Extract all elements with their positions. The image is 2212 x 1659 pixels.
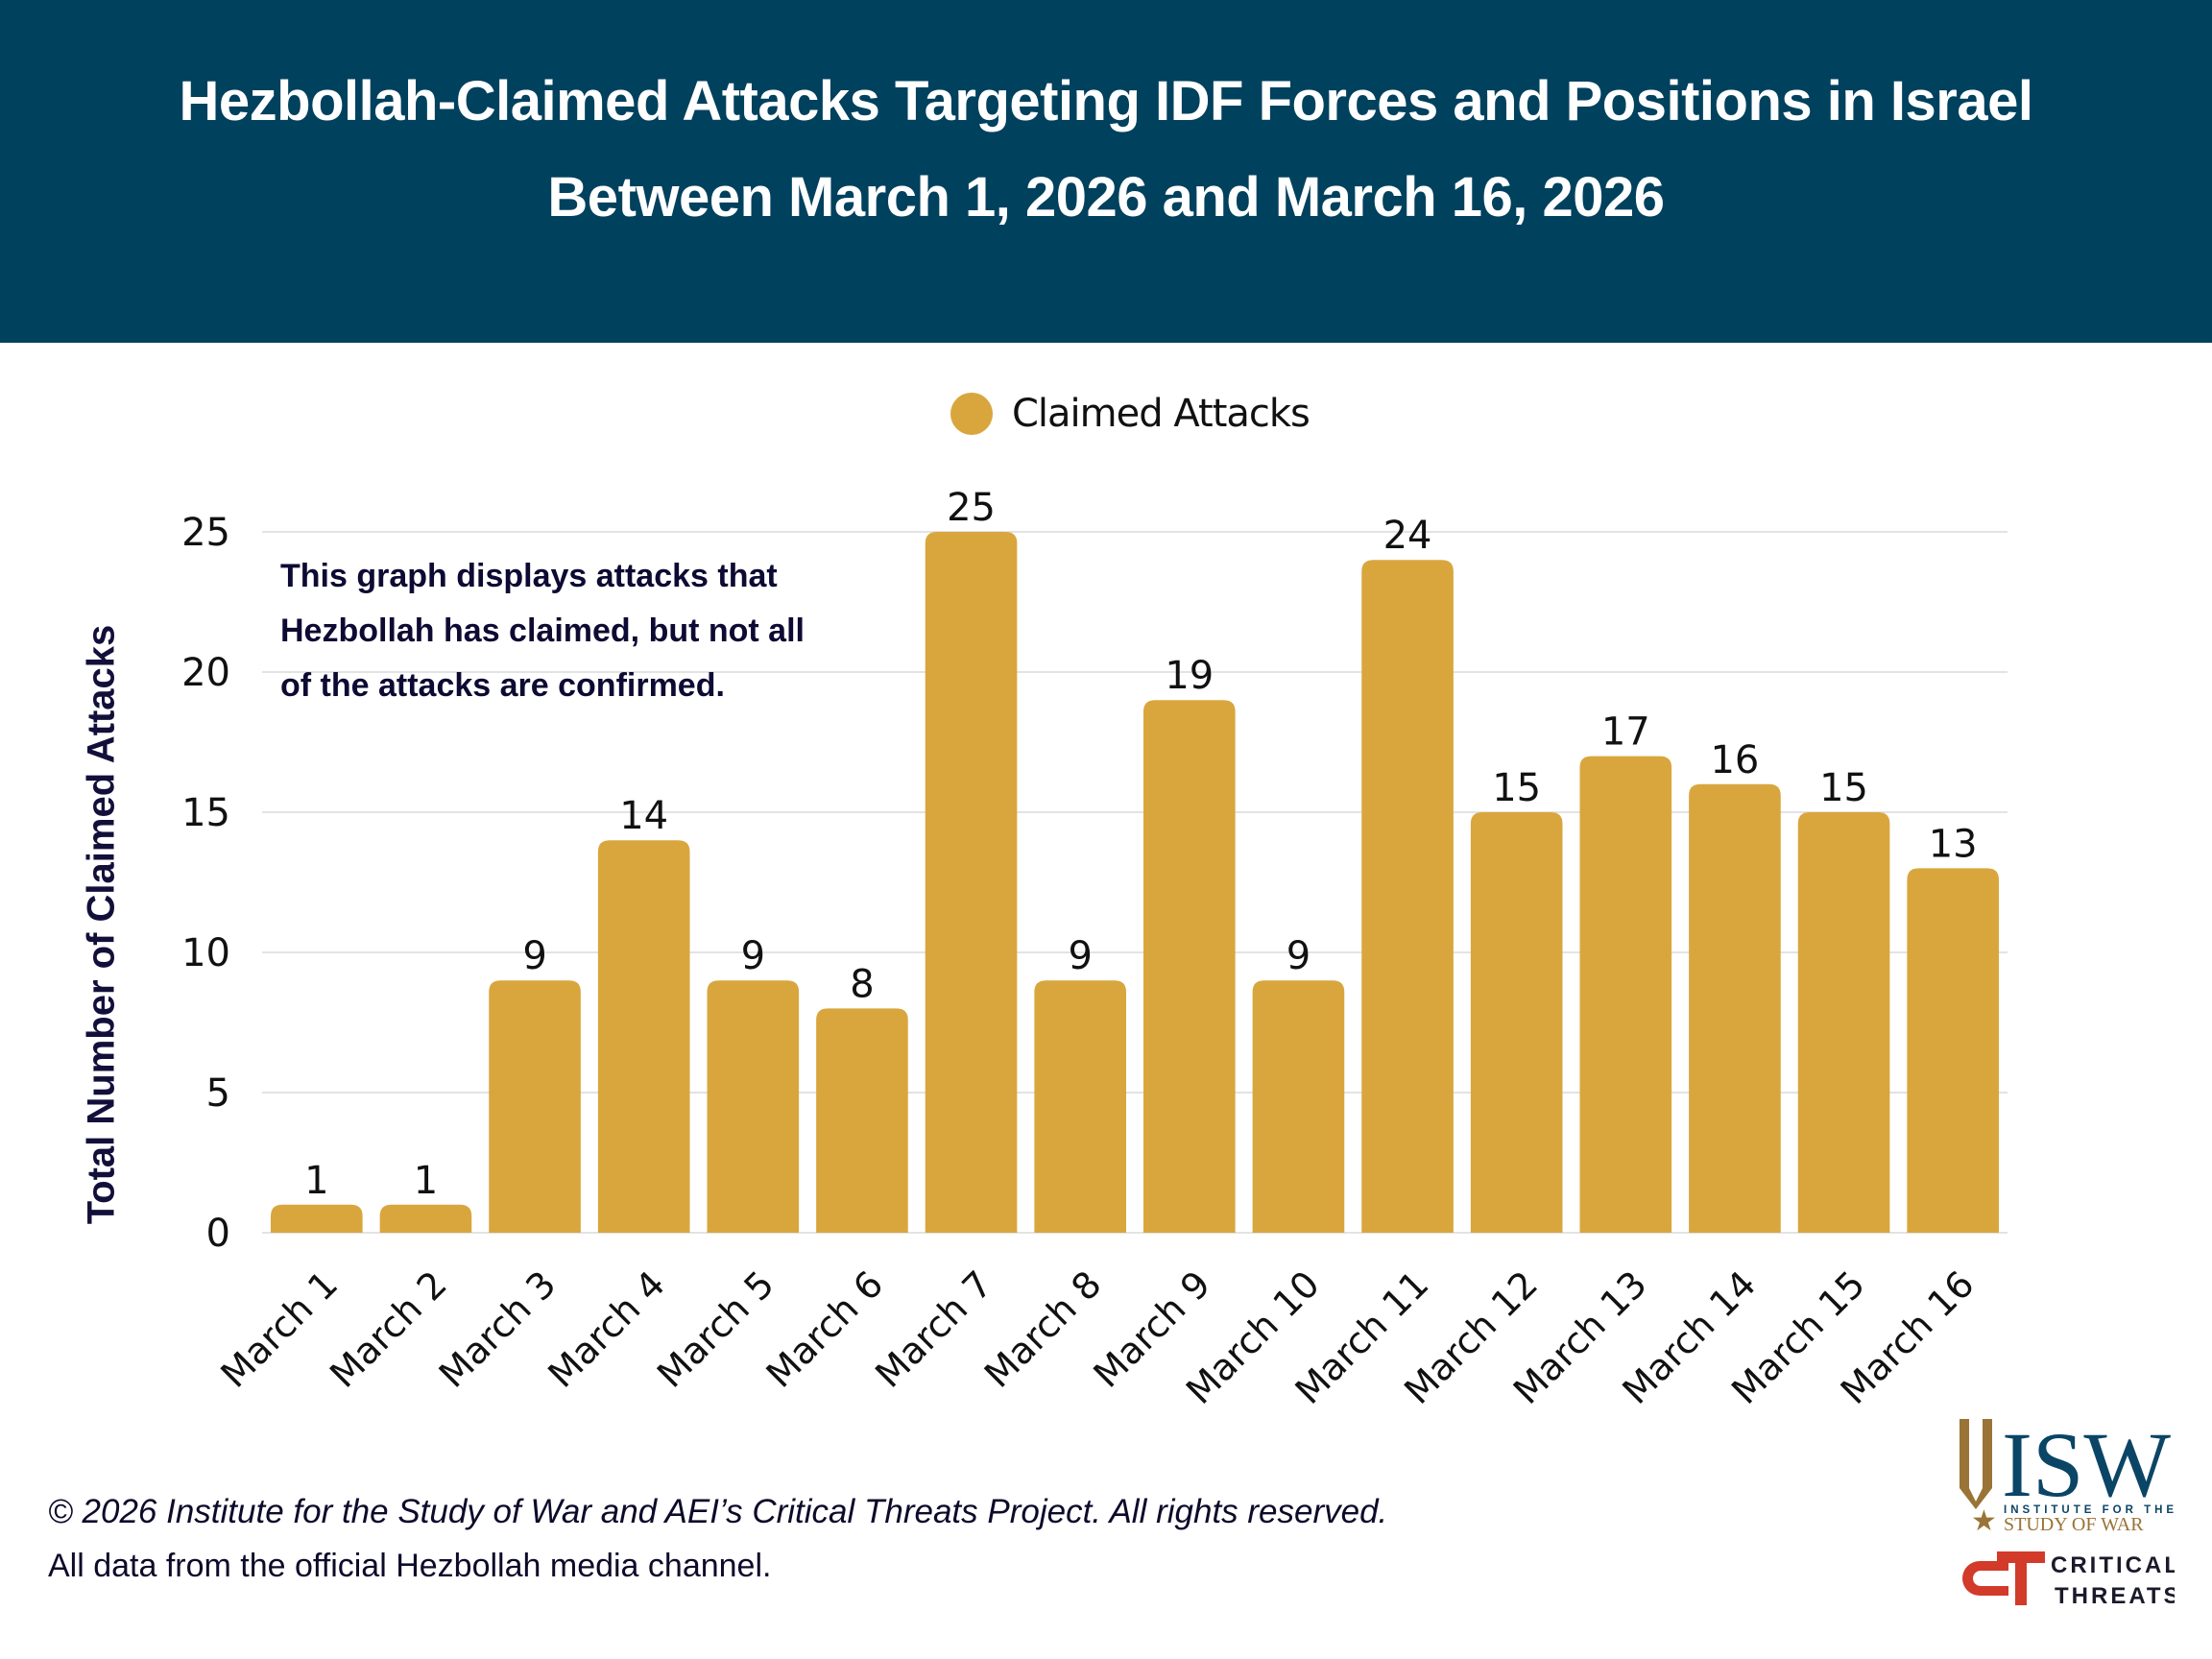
isw-pillar-right — [1983, 1419, 1992, 1488]
bar — [1579, 756, 1672, 1233]
bar — [597, 840, 690, 1233]
value-label: 9 — [1286, 934, 1310, 978]
y-tick-label: 0 — [206, 1212, 230, 1256]
source-text: All data from the official Hezbollah med… — [48, 1548, 772, 1584]
y-axis-ticks: 0 5 10 15 20 25 — [181, 511, 230, 1256]
x-tick-label: March 2 — [322, 1262, 455, 1396]
isw-line1: INSTITUTE FOR THE — [2004, 1504, 2175, 1516]
bar — [925, 532, 1018, 1233]
copyright-text: © 2026 Institute for the Study of War an… — [48, 1493, 1388, 1530]
bar — [1034, 980, 1126, 1233]
value-label: 15 — [1492, 766, 1541, 810]
value-label: 1 — [304, 1159, 328, 1203]
bar — [816, 1008, 908, 1233]
chart-title-line-1: Hezbollah-Claimed Attacks Targeting IDF … — [179, 70, 2033, 132]
value-label: 8 — [850, 962, 874, 1006]
isw-logo: ISW ★ INSTITUTE FOR THE STUDY OF WAR — [1960, 1413, 2175, 1533]
bar — [707, 980, 800, 1233]
note-line: Hezbollah has claimed, but not all — [280, 613, 805, 649]
value-label: 14 — [619, 794, 668, 838]
disclaimer-note: This graph displays attacks that Hezboll… — [280, 549, 805, 713]
value-label: 9 — [522, 934, 546, 978]
bar — [1689, 783, 1781, 1233]
critical-threats-logo: CRITICAL THREATS — [1962, 1551, 2175, 1609]
bar — [1252, 980, 1345, 1233]
bar — [271, 1204, 363, 1233]
legend-marker-icon — [950, 393, 993, 435]
ct-c-mark — [1962, 1561, 2008, 1596]
x-tick-label: March 6 — [758, 1262, 892, 1396]
value-label: 25 — [947, 486, 996, 530]
value-label: 16 — [1710, 738, 1759, 782]
y-tick-label: 10 — [181, 931, 230, 975]
legend: Claimed Attacks — [950, 390, 1310, 438]
title-banner: Hezbollah-Claimed Attacks Targeting IDF … — [0, 0, 2212, 343]
x-tick-label: March 4 — [540, 1262, 673, 1396]
bar — [379, 1204, 472, 1233]
isw-letters: ISW — [2002, 1413, 2171, 1516]
value-label: 1 — [414, 1159, 438, 1203]
value-label: 15 — [1819, 766, 1868, 810]
x-tick-label: March 3 — [431, 1262, 565, 1396]
isw-pillar-point — [1960, 1488, 1992, 1509]
value-label: 19 — [1165, 654, 1214, 698]
bar — [1797, 812, 1890, 1233]
legend-label: Claimed Attacks — [1012, 392, 1310, 436]
star-icon: ★ — [1971, 1505, 1997, 1533]
x-tick-label: March 5 — [649, 1262, 782, 1396]
value-label: 9 — [1068, 934, 1092, 978]
isw-pillar-left — [1960, 1419, 1969, 1488]
ct-t-mark — [1997, 1551, 2045, 1605]
bar — [1907, 868, 1999, 1233]
bar — [1361, 560, 1454, 1233]
chart-title-line-2: Between March 1, 2026 and March 16, 2026 — [547, 166, 1665, 228]
y-tick-label: 25 — [181, 511, 230, 555]
bars — [271, 532, 1999, 1233]
value-label: 13 — [1929, 822, 1978, 866]
value-label: 9 — [741, 934, 765, 978]
isw-line2: STUDY OF WAR — [2004, 1514, 2144, 1533]
y-tick-label: 15 — [181, 791, 230, 835]
x-tick-label: March 7 — [867, 1262, 1000, 1396]
bar — [489, 980, 581, 1233]
note-line: of the attacks are confirmed. — [280, 667, 725, 704]
ct-line1: CRITICAL — [2051, 1552, 2175, 1578]
y-tick-label: 5 — [206, 1071, 230, 1116]
y-tick-label: 20 — [181, 651, 230, 695]
bar — [1143, 700, 1236, 1233]
ct-line2: THREATS — [2055, 1583, 2175, 1609]
value-label: 17 — [1601, 710, 1650, 755]
x-tick-label: March 8 — [976, 1262, 1110, 1396]
bar — [1470, 812, 1563, 1233]
x-tick-label: March 1 — [213, 1262, 347, 1396]
value-label: 24 — [1383, 514, 1432, 558]
note-line: This graph displays attacks that — [280, 558, 778, 594]
